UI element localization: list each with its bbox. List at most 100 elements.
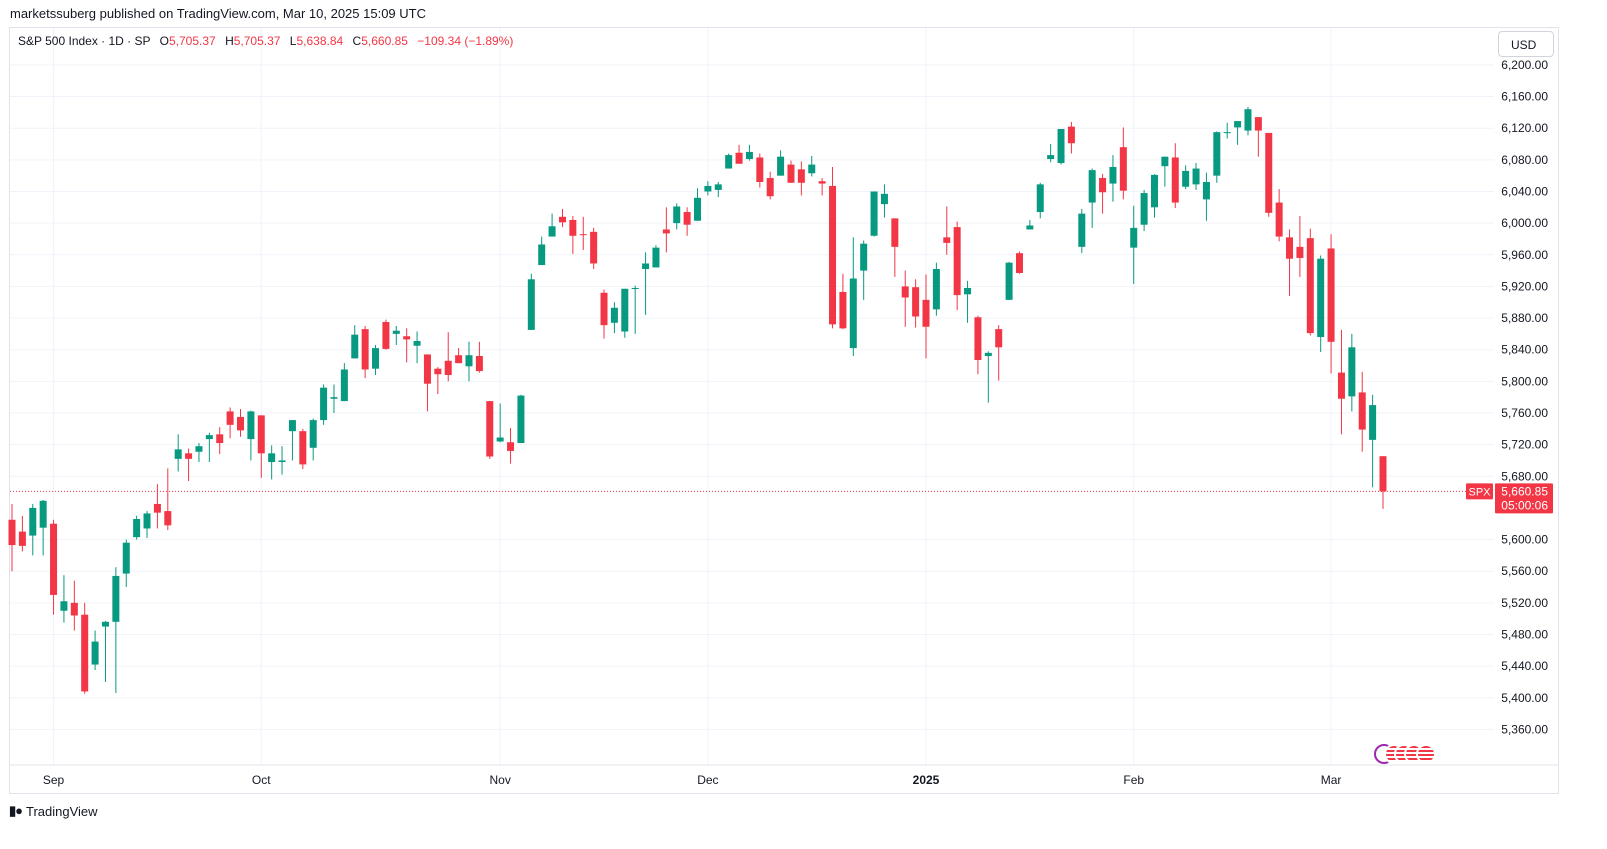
price-axis[interactable]: 5,360.00 5,400.00 5,440.00 5,480.00 5,520.00…: [1501, 58, 1548, 736]
candle: [1223, 122, 1231, 139]
candle-body: [631, 287, 639, 289]
candle-body: [1358, 392, 1366, 430]
events-icons[interactable]: [1374, 744, 1438, 764]
candle-body: [423, 354, 431, 384]
candle: [153, 484, 161, 529]
candle-body: [413, 340, 421, 346]
candle: [1317, 255, 1325, 353]
high-value: 5,705.37: [233, 34, 281, 48]
candle: [860, 240, 868, 300]
candle-body: [673, 206, 681, 224]
candle: [610, 302, 618, 334]
candle: [1296, 216, 1304, 277]
candle: [278, 446, 286, 475]
price-tick-label: 6,200.00: [1501, 58, 1548, 72]
candle-body: [195, 446, 203, 452]
candle-body: [652, 247, 660, 268]
chart-frame: [9, 27, 1559, 794]
candle: [1109, 155, 1117, 202]
publisher-text: marketssuberg published on TradingView.c…: [10, 6, 426, 21]
candle-body: [704, 185, 712, 192]
close-value: 5,660.85: [361, 34, 408, 48]
candle-body: [922, 299, 930, 327]
candle-body: [1171, 157, 1179, 203]
candle: [268, 445, 276, 480]
candle-body: [1067, 126, 1075, 144]
currency-button[interactable]: USD: [1498, 31, 1554, 57]
candle: [1005, 261, 1013, 300]
candle: [101, 621, 109, 682]
us-flag-icon[interactable]: [1416, 744, 1436, 764]
candle: [455, 348, 463, 364]
candle: [1286, 229, 1294, 296]
price-tick-label: 5,560.00: [1501, 564, 1548, 578]
candle: [932, 262, 940, 316]
high-label: H: [225, 34, 234, 48]
tradingview-logo[interactable]: ▮● TradingView: [9, 803, 98, 819]
candle: [434, 367, 442, 394]
candle: [1213, 131, 1221, 183]
price-tick-label: 5,600.00: [1501, 533, 1548, 547]
candle: [299, 428, 307, 470]
symbol-tag-bg: [1466, 483, 1493, 500]
candle: [558, 208, 566, 228]
candle: [237, 409, 244, 437]
candle-body: [507, 442, 515, 451]
price-tick-label: 6,040.00: [1501, 184, 1548, 198]
candle-body: [953, 227, 961, 296]
candle: [1099, 174, 1107, 214]
candle-body: [1306, 238, 1314, 334]
price-tick-label: 6,120.00: [1501, 121, 1548, 135]
candle: [787, 160, 795, 183]
close-label: C: [352, 34, 362, 48]
candle: [1078, 208, 1086, 254]
candle: [1036, 182, 1044, 219]
candle: [122, 539, 130, 588]
candle: [216, 427, 224, 455]
candle-body: [1151, 174, 1158, 208]
candle-body: [943, 237, 951, 243]
candle: [174, 434, 182, 472]
candle: [413, 331, 421, 364]
candle: [18, 515, 26, 552]
candle: [392, 325, 400, 345]
candle: [403, 328, 411, 363]
time-axis[interactable]: Sep Oct Nov Dec 2025 Feb Mar: [10, 764, 1558, 787]
candle: [579, 216, 587, 251]
candle: [1275, 189, 1283, 242]
candle: [662, 207, 670, 253]
candle-body: [974, 317, 982, 360]
candle: [1348, 333, 1356, 412]
price-tick-label: 6,080.00: [1501, 153, 1548, 167]
candle-body: [1202, 181, 1210, 200]
candle: [1161, 156, 1169, 187]
candle-body: [964, 287, 972, 295]
candle-body: [1213, 132, 1221, 176]
candle-body: [683, 212, 691, 225]
symbol-title[interactable]: S&P 500 Index · 1D · SP: [18, 34, 151, 48]
candle-body: [1265, 132, 1273, 213]
candle-body: [839, 291, 847, 329]
price-tick-label: 5,960.00: [1501, 248, 1548, 262]
candle: [1202, 172, 1210, 221]
candle: [372, 344, 380, 376]
candle-body: [247, 411, 255, 440]
candle-body: [1036, 184, 1044, 213]
candle: [164, 468, 172, 531]
candle-body: [600, 292, 608, 326]
candle-body: [797, 169, 805, 183]
candle-body: [205, 435, 213, 440]
candle-body: [174, 449, 182, 459]
candle-body: [496, 437, 504, 442]
candle: [870, 191, 878, 237]
candle: [964, 280, 972, 323]
candle-body: [29, 507, 37, 536]
candle: [745, 144, 753, 161]
candle-body: [70, 602, 78, 616]
candle: [205, 432, 213, 463]
candle: [953, 221, 961, 311]
candle-body: [372, 348, 380, 369]
price-tick-label: 5,520.00: [1501, 596, 1548, 610]
